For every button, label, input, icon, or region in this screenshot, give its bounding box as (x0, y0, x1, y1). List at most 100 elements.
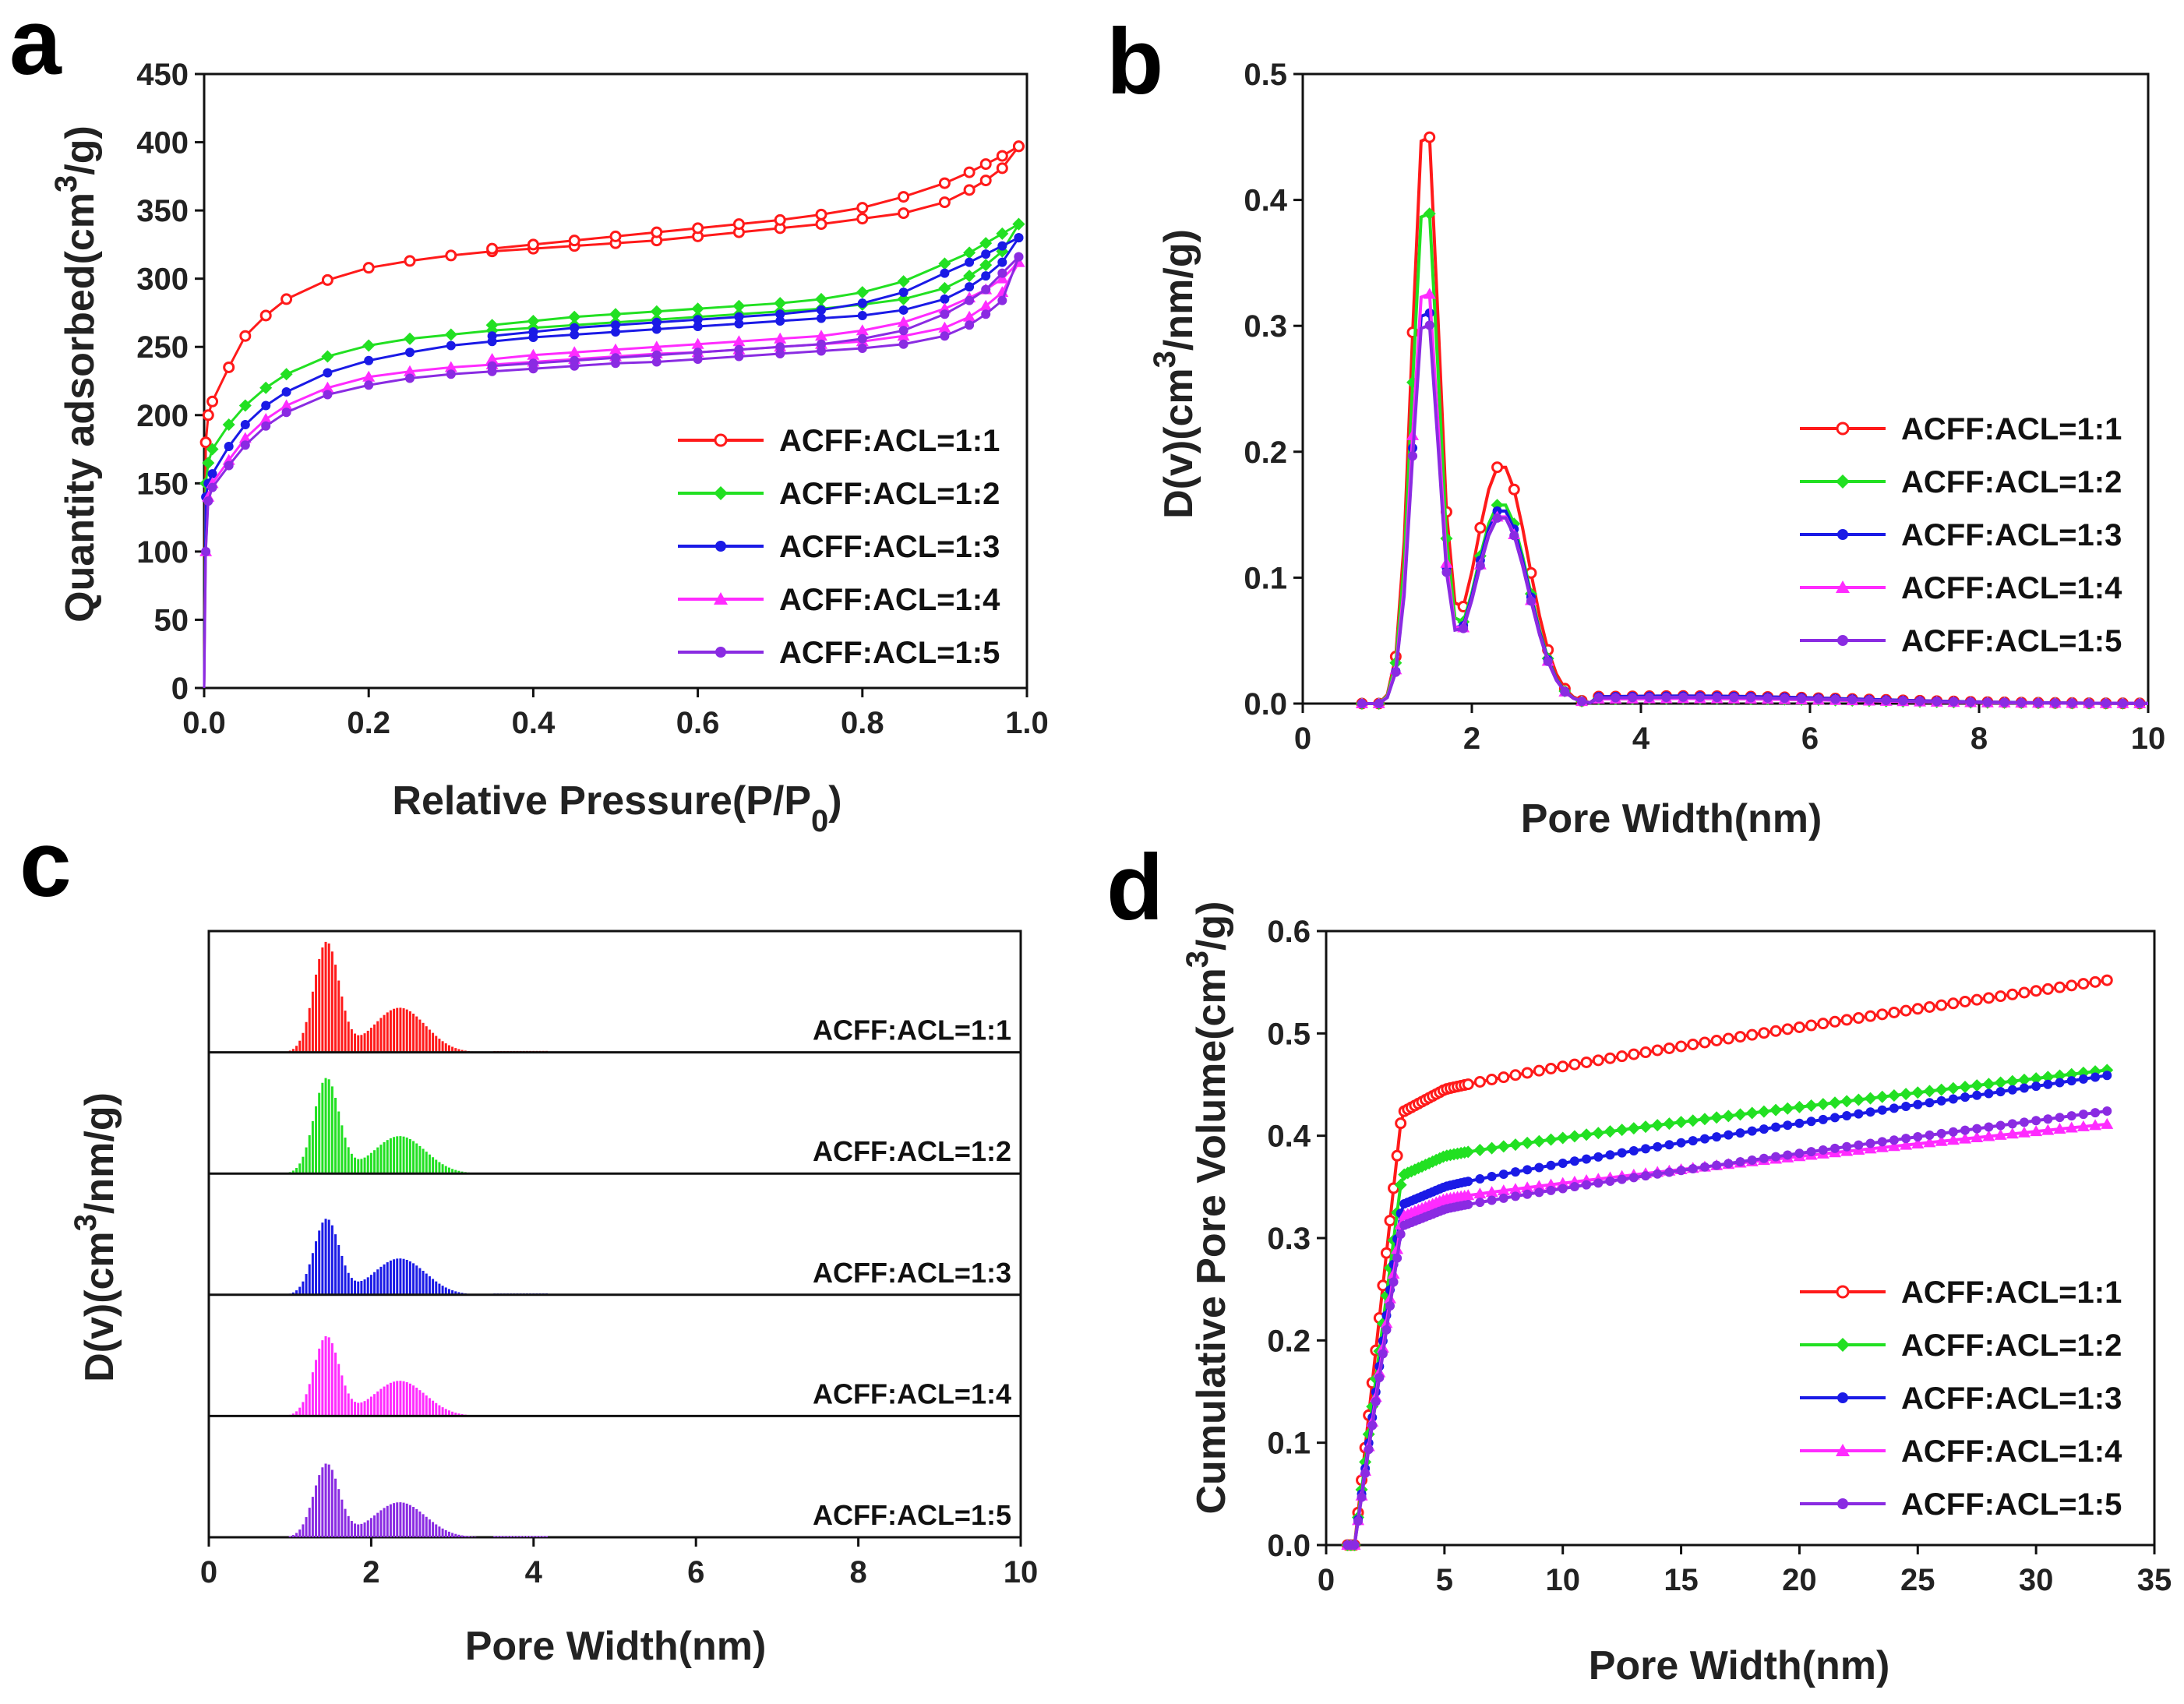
d-data-point (1350, 1540, 1360, 1550)
d-data-point (1676, 1138, 1686, 1148)
a-data-point (856, 286, 869, 299)
d-data-point (1617, 1174, 1627, 1184)
d-data-point (1911, 1003, 1924, 1015)
a-data-point (732, 218, 745, 231)
b-x-tick-label: 2 (1463, 721, 1480, 756)
a-data-point (963, 310, 976, 322)
a-data-point (938, 257, 951, 270)
b-data-point (1611, 693, 1621, 703)
isotherm-plot-area: 0.0 0.2 0.4 0.6 0.8 1.0 0 50 100 150 200 250 300 350 4… (136, 58, 1049, 740)
a-data-point (201, 546, 211, 556)
d-data-point (1616, 1050, 1628, 1063)
b-legend-label: ACFF:ACL=1:4 (1901, 571, 2122, 605)
d-data-point (1817, 1018, 1829, 1030)
d-data-point (1582, 1180, 1592, 1190)
d-legend-marker (1836, 1285, 1850, 1299)
d-data-point (1735, 1128, 1745, 1138)
d-data-point (2017, 1126, 2031, 1138)
a-data-point (996, 150, 1008, 162)
b-legend-marker (1836, 580, 1850, 593)
d-data-point (1724, 1159, 1734, 1169)
d-data-point (1995, 1087, 2006, 1097)
d-data-point (1734, 1108, 1747, 1121)
a-data-point (323, 390, 333, 400)
d-data-point (1712, 1160, 1722, 1170)
d-data-point (1384, 1215, 1396, 1227)
a-data-point (528, 358, 538, 369)
d-data-point (1900, 1004, 1912, 1017)
a-x-tick-label: 0.0 (182, 706, 226, 740)
b-y-tick-label: 0.2 (1244, 436, 1287, 470)
b-data-point (1374, 699, 1384, 708)
b-legend-label: ACFF:ACL=1:5 (1901, 624, 2122, 658)
d-data-point (2007, 1119, 2017, 1129)
d-data-point (2054, 981, 2066, 993)
d-data-point (1913, 1099, 1923, 1110)
d-data-point (1699, 1036, 1711, 1049)
d-data-point (2019, 1117, 2029, 1127)
d-data-point (1935, 999, 1948, 1011)
a-data-point (898, 305, 909, 315)
a-data-point (609, 308, 622, 321)
b-data-point (1999, 697, 2009, 707)
d-data-point (1842, 1141, 1852, 1152)
a-data-point (817, 305, 826, 315)
b-legend-label: ACFF:ACL=1:3 (1901, 518, 2122, 552)
a-data-point (207, 469, 217, 479)
d-data-point (1746, 1028, 1759, 1041)
a-data-point (364, 355, 374, 365)
d-data-point (1793, 1021, 1805, 1033)
d-data-point (1394, 1178, 1407, 1191)
d-data-point (1473, 1187, 1487, 1199)
d-data-point (2030, 1072, 2043, 1085)
d-data-point (2101, 1117, 2114, 1129)
a-data-point (568, 346, 581, 358)
d-y-tick-label: 0.4 (1267, 1120, 1311, 1154)
d-data-point (1653, 1141, 1663, 1152)
a-data-point (485, 319, 499, 332)
d-data-point (1628, 1173, 1639, 1183)
b-data-point (1813, 694, 1823, 704)
b-data-point (1424, 320, 1434, 330)
b-data-point (1628, 693, 1638, 703)
d-data-point (1664, 1140, 1674, 1150)
a-data-point (897, 316, 910, 327)
b-data-point (1357, 699, 1367, 708)
a-data-point (965, 320, 975, 330)
a-data-point (1014, 252, 1024, 262)
d-data-point (2019, 1083, 2029, 1093)
a-data-point (362, 370, 376, 382)
a-data-point (817, 313, 826, 323)
d-data-point (1923, 1085, 1936, 1098)
d-data-point (1374, 1373, 1385, 1383)
b-legend-marker (1836, 475, 1850, 489)
a-data-point (997, 295, 1007, 305)
a-legend-marker (715, 647, 726, 658)
c-strip-label: ACFF:ACL=1:3 (813, 1257, 1011, 1289)
d-data-point (1558, 1184, 1568, 1194)
a-data-point (280, 293, 293, 305)
d-data-point (1911, 1137, 1925, 1148)
d-data-point (2041, 983, 2054, 995)
stacked-distribution-plot-area: ACFF:ACL=1:1 ACFF:ACL=1:2 ACFF:ACL=1:3 ACFF… (200, 930, 1038, 1589)
a-legend-label: ACFF:ACL=1:1 (779, 424, 1000, 458)
panel-a-xlabel: Relative Pressure(P/P0) (392, 778, 841, 838)
d-data-point (1971, 993, 1983, 1006)
panel-d-ylabel: Cumulative Pore Volume(cm3/g) (1180, 901, 1234, 1515)
d-data-point (1486, 1074, 1498, 1086)
b-data-point (1423, 288, 1436, 299)
d-series-line (1347, 1074, 2108, 1547)
a-data-point (897, 330, 910, 341)
d-data-point (1664, 1167, 1674, 1177)
a-data-point (963, 246, 976, 259)
a-data-point (224, 460, 234, 471)
d-data-point (1510, 1167, 1520, 1177)
b-data-point (1797, 693, 1807, 704)
a-data-point (222, 418, 235, 432)
d-data-point (2018, 986, 2031, 999)
d-data-point (2091, 1072, 2101, 1082)
a-x-tick-label: 0.4 (512, 706, 556, 740)
a-data-point (404, 255, 416, 267)
a-data-point (857, 333, 867, 344)
d-data-point (1852, 1012, 1865, 1025)
